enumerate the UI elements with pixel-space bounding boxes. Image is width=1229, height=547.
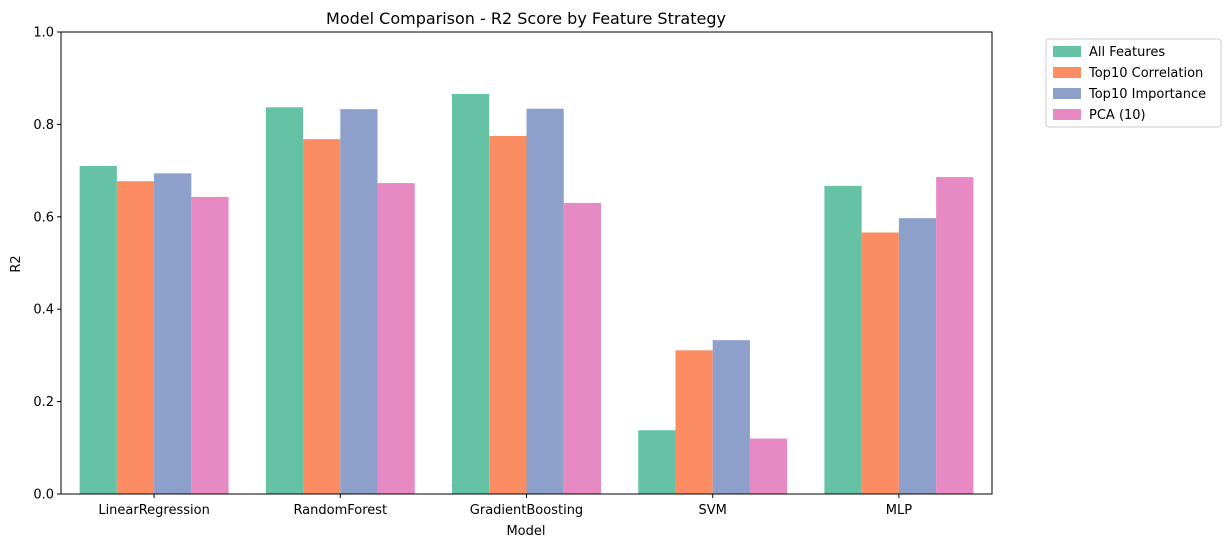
bar-all-features-svm [638, 430, 676, 494]
legend-label: Top10 Correlation [1088, 66, 1203, 81]
legend-label: Top10 Importance [1088, 87, 1206, 102]
bar-all-features-linearregression [79, 165, 117, 495]
bar-top10-correlation-linearregression [116, 181, 155, 494]
y-tick-label: 0.4 [33, 303, 54, 318]
bar-top10-importance-linearregression [154, 173, 192, 494]
bar-top10-correlation-svm [675, 350, 713, 494]
legend-swatch [1053, 88, 1081, 99]
bar-top10-importance-mlp [898, 218, 937, 494]
bar-all-features-mlp [824, 185, 862, 494]
bar-pca-10--randomforest [377, 183, 415, 494]
y-tick-label: 0.2 [33, 395, 54, 410]
bar-pca-10--mlp [936, 177, 974, 494]
legend: All Features Top10 Correlation Top10 Impor… [1045, 38, 1222, 128]
x-tick-label: RandomForest [293, 503, 387, 518]
bar-pca-10--gradientboosting [563, 202, 601, 494]
y-tick-label: 1.0 [33, 26, 54, 41]
x-tick-label: LinearRegression [98, 503, 210, 518]
chart-title: Model Comparison - R2 Score by Feature S… [326, 9, 726, 28]
y-tick-label: 0.6 [33, 210, 54, 225]
legend-swatch [1053, 46, 1081, 57]
legend-swatch [1053, 67, 1081, 78]
bar-all-features-randomforest [265, 107, 304, 494]
bar-pca-10--linearregression [191, 196, 229, 494]
bar-top10-correlation-mlp [861, 232, 899, 494]
legend-swatch [1053, 109, 1081, 120]
y-axis-label: R2 [9, 255, 24, 272]
x-tick-label: SVM [699, 503, 727, 518]
legend-label: All Features [1089, 45, 1165, 60]
bar-top10-importance-randomforest [340, 109, 378, 495]
y-tick-label: 0.8 [33, 118, 54, 133]
y-tick-label: 0.0 [33, 488, 54, 503]
bar-pca-10--svm [749, 438, 788, 494]
legend-box [1045, 38, 1222, 128]
bar-all-features-gradientboosting [452, 93, 490, 495]
bar-top10-correlation-gradientboosting [489, 135, 527, 494]
x-tick-label: MLP [886, 503, 912, 518]
bar-top10-importance-svm [712, 340, 750, 494]
bars-group [79, 93, 974, 495]
bar-top10-correlation-randomforest [303, 139, 341, 494]
legend-label: PCA (10) [1089, 108, 1146, 123]
x-axis-label: Model [506, 524, 545, 539]
axes-group: 0.0 0.2 0.4 0.6 0.8 1.0 LinearRegression Random… [33, 26, 993, 518]
bar-top10-importance-gradientboosting [526, 108, 564, 494]
x-tick-label: GradientBoosting [470, 503, 583, 518]
